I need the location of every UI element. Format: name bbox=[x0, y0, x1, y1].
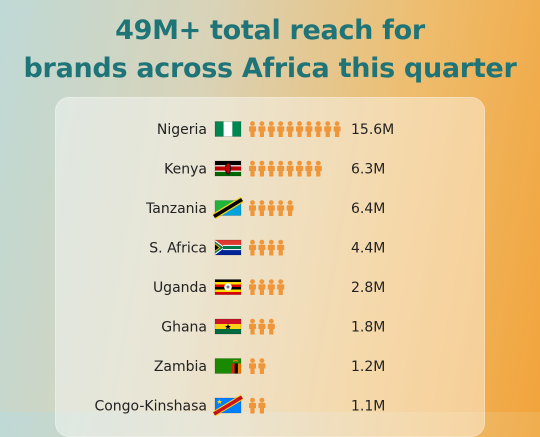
person-icon-group bbox=[249, 160, 322, 177]
value-label: 2.8M bbox=[351, 280, 385, 296]
south-africa-flag bbox=[214, 239, 242, 256]
country-label: Ghana bbox=[161, 320, 207, 336]
person-icon bbox=[286, 160, 294, 177]
chart-panel: Nigeria 15.6M Kenya 6.3M Tanzania 6.4M S. Afri… bbox=[55, 97, 485, 437]
value-label: 6.4M bbox=[351, 201, 385, 217]
person-icon bbox=[249, 279, 256, 295]
value-label: 6.3M bbox=[351, 162, 385, 178]
nigeria-flag bbox=[214, 121, 242, 137]
person-icon-group bbox=[249, 121, 341, 137]
ghana-flag bbox=[214, 318, 242, 335]
uganda-flag bbox=[214, 279, 242, 295]
chart-row: Nigeria 15.6M bbox=[157, 121, 394, 138]
person-icon bbox=[296, 121, 303, 137]
person-icon bbox=[277, 279, 285, 295]
chart-row: Zambia 1.2M bbox=[154, 358, 385, 375]
person-icon bbox=[258, 279, 266, 295]
person-icon-group bbox=[249, 397, 266, 414]
person-icon bbox=[258, 318, 266, 335]
person-icon bbox=[267, 121, 275, 137]
person-icon bbox=[249, 397, 256, 414]
person-icon bbox=[314, 121, 322, 137]
person-icon bbox=[277, 200, 285, 216]
headline: 49M+ total reach for brands across Afric… bbox=[0, 12, 540, 88]
pictogram-chart: Nigeria 15.6M Kenya 6.3M Tanzania 6.4M S. Afri… bbox=[94, 121, 394, 417]
person-icon bbox=[258, 397, 266, 414]
person-icon bbox=[305, 160, 313, 177]
country-label: S. Africa bbox=[149, 241, 207, 257]
chart-row: Ghana 1.8M bbox=[161, 318, 385, 336]
value-label: 1.1M bbox=[351, 399, 385, 415]
person-icon bbox=[267, 279, 275, 295]
chart-row: S. Africa 4.4M bbox=[149, 239, 385, 257]
person-icon bbox=[258, 160, 266, 177]
chart-row: Tanzania 6.4M bbox=[145, 196, 385, 220]
person-icon bbox=[296, 160, 303, 177]
chart-row: Kenya 6.3M bbox=[164, 160, 385, 178]
person-icon bbox=[277, 160, 285, 177]
value-label: 1.2M bbox=[351, 359, 385, 375]
zambia-flag bbox=[214, 358, 242, 374]
person-icon bbox=[258, 239, 266, 256]
country-label: Uganda bbox=[153, 280, 207, 296]
country-label: Zambia bbox=[154, 359, 207, 375]
headline-line-2: brands across Africa this quarter bbox=[23, 53, 517, 84]
person-icon bbox=[249, 160, 256, 177]
person-icon bbox=[333, 121, 341, 137]
person-icon bbox=[249, 239, 256, 256]
person-icon bbox=[258, 200, 266, 216]
headline-line-1: 49M+ total reach for bbox=[115, 15, 425, 46]
person-icon bbox=[286, 121, 294, 137]
value-label: 4.4M bbox=[351, 241, 385, 257]
person-icon-group bbox=[249, 318, 275, 335]
person-icon bbox=[249, 121, 256, 137]
person-icon-group bbox=[249, 239, 285, 256]
person-icon bbox=[249, 318, 256, 335]
tanzania-flag bbox=[212, 196, 244, 220]
chart-row: Uganda 2.8M bbox=[153, 279, 385, 296]
value-label: 1.8M bbox=[351, 320, 385, 336]
value-label: 15.6M bbox=[351, 122, 394, 138]
kenya-flag bbox=[214, 160, 242, 177]
person-icon bbox=[249, 358, 256, 374]
person-icon bbox=[249, 200, 256, 216]
person-icon-group bbox=[249, 358, 266, 374]
country-label: Kenya bbox=[164, 162, 207, 178]
person-icon bbox=[286, 200, 294, 216]
person-icon-group bbox=[249, 279, 285, 295]
person-icon bbox=[324, 121, 332, 137]
country-label: Nigeria bbox=[157, 122, 207, 138]
person-icon bbox=[305, 121, 313, 137]
person-icon bbox=[314, 160, 322, 177]
person-icon bbox=[258, 121, 266, 137]
person-icon bbox=[258, 358, 266, 374]
drc-flag bbox=[212, 394, 244, 417]
country-label: Congo-Kinshasa bbox=[94, 399, 207, 415]
person-icon bbox=[267, 200, 275, 216]
person-icon bbox=[267, 318, 275, 335]
person-icon bbox=[267, 239, 275, 256]
chart-row: Congo-Kinshasa 1.1M bbox=[94, 394, 385, 417]
country-label: Tanzania bbox=[145, 201, 207, 217]
person-icon-group bbox=[249, 200, 294, 216]
person-icon bbox=[277, 121, 285, 137]
person-icon bbox=[267, 160, 275, 177]
person-icon bbox=[277, 239, 285, 256]
